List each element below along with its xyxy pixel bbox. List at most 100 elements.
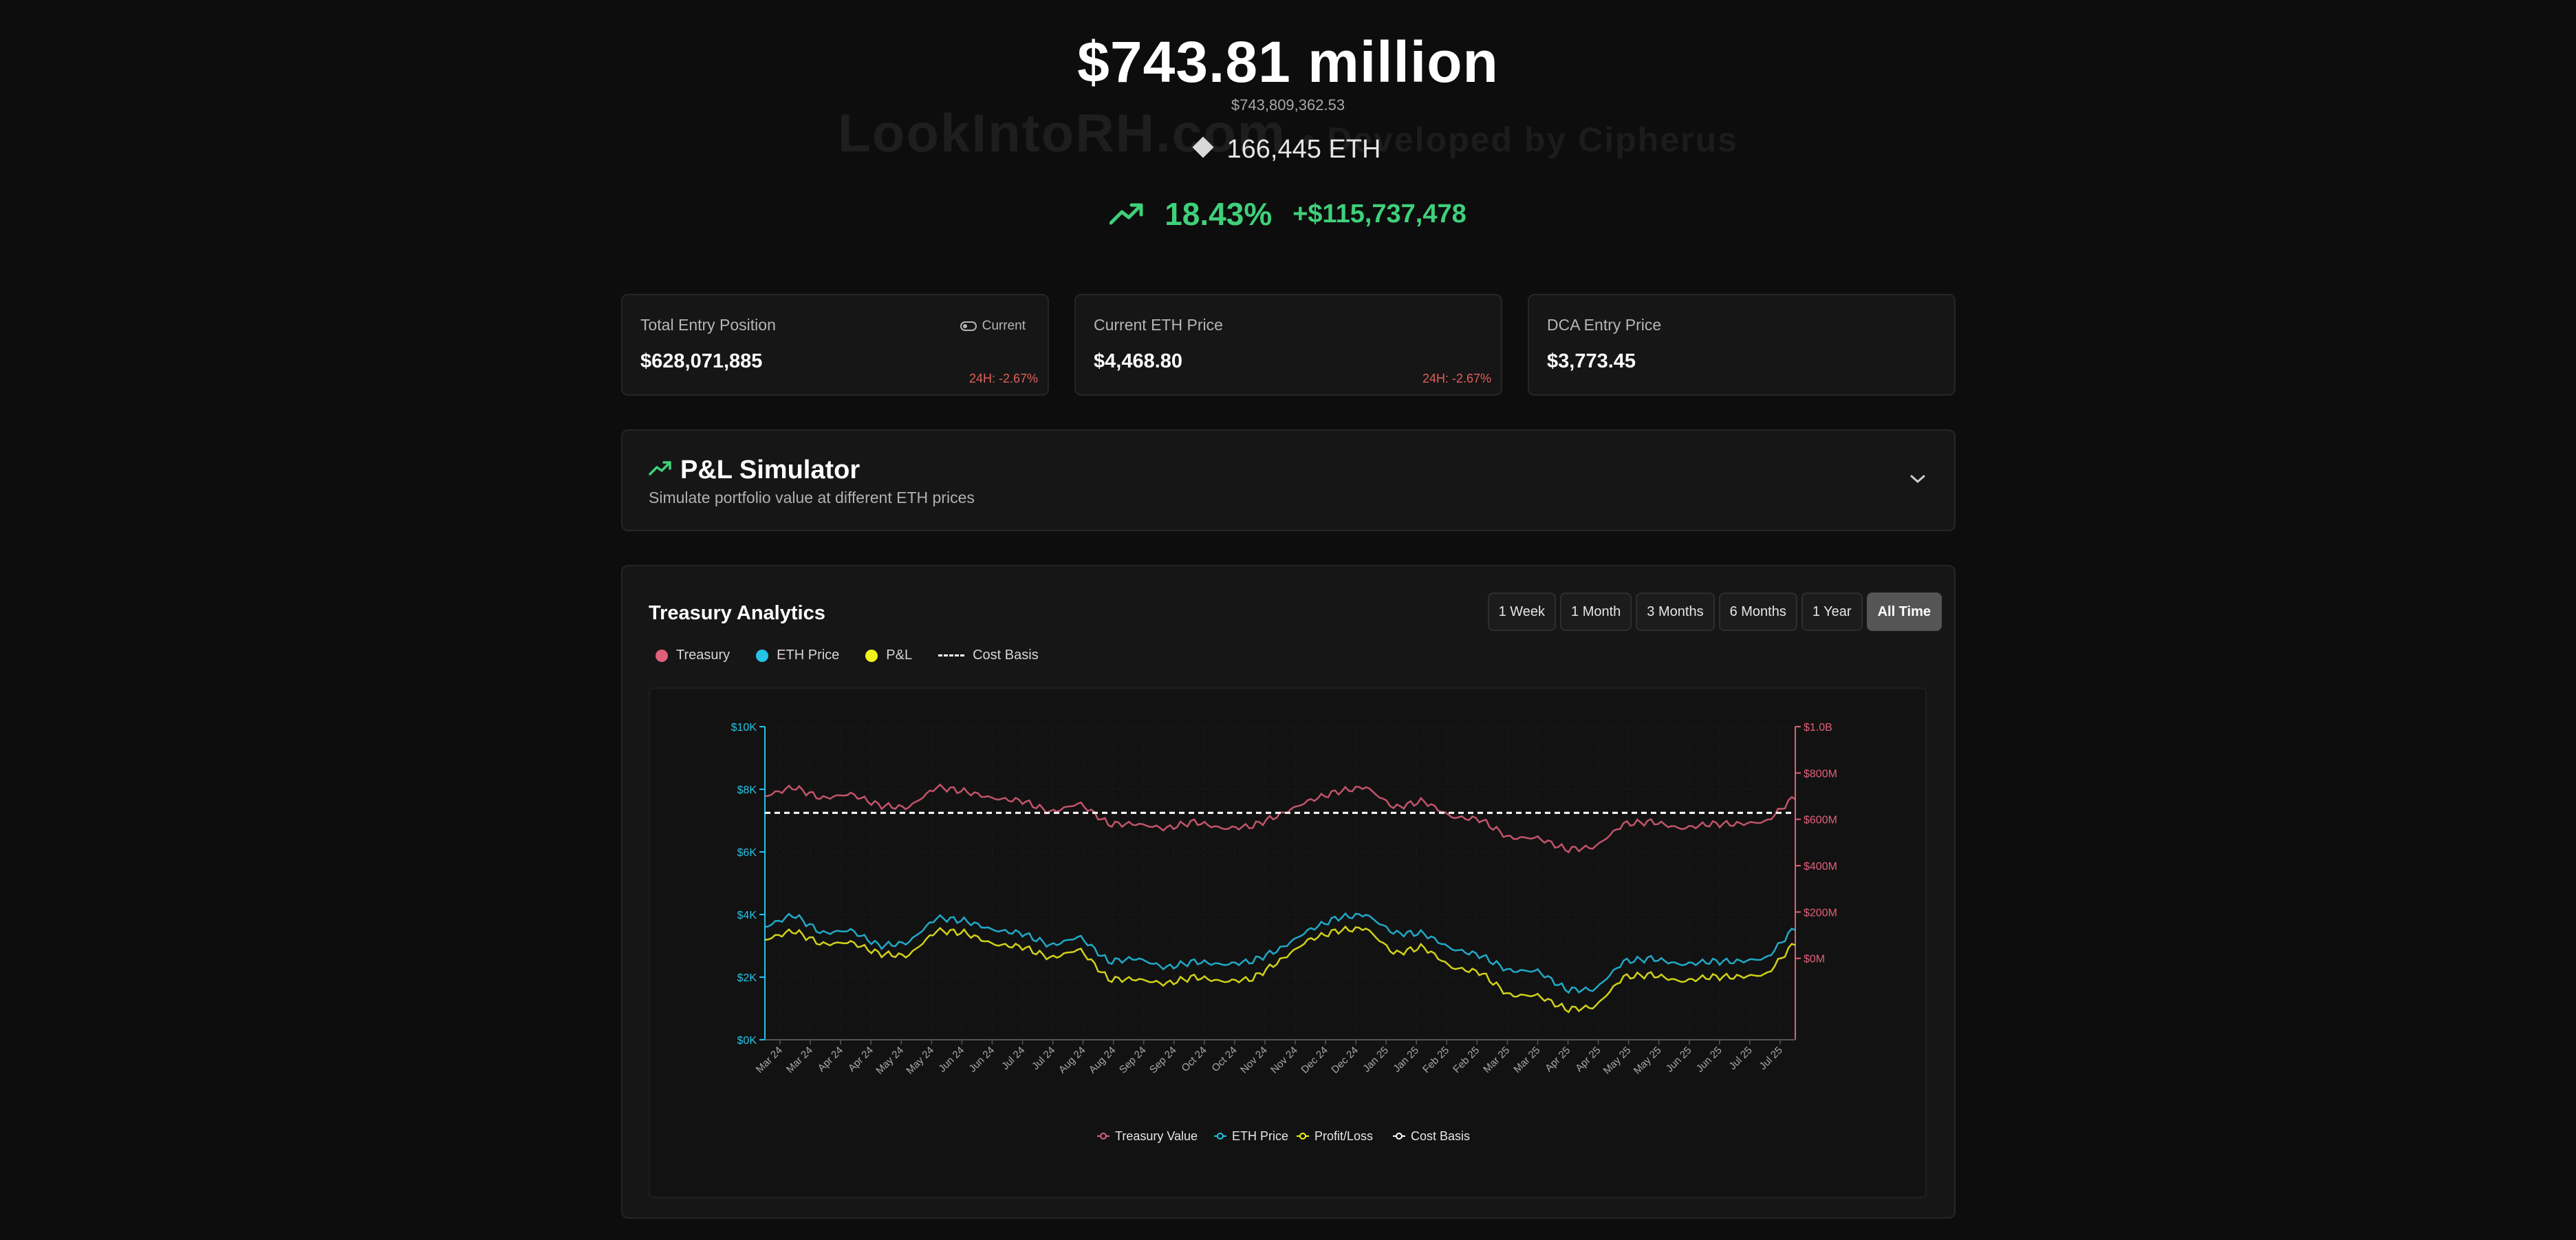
stat-value: $4,468.80 xyxy=(1094,350,1183,372)
chart-series xyxy=(764,783,1796,1014)
total-value: $743.81 million xyxy=(1077,30,1499,94)
right-tick-label: $200M xyxy=(1804,907,1837,919)
x-tick-label: Aug 24 xyxy=(1057,1045,1088,1076)
x-tick-label: Jul 24 xyxy=(999,1045,1027,1072)
chevron-down-icon[interactable] xyxy=(1909,473,1927,484)
legend-cost-basis[interactable]: Cost Basis xyxy=(938,648,1039,663)
simulator-title: P&L Simulator xyxy=(680,456,861,484)
legend-bottom-marker xyxy=(1396,1133,1403,1140)
x-tick-label: Jul 25 xyxy=(1757,1045,1784,1072)
range-3-months[interactable]: 3 Months xyxy=(1636,592,1715,631)
x-tick-label: Apr 24 xyxy=(816,1045,845,1074)
current-toggle[interactable]: Current xyxy=(960,319,1026,334)
left-tick-label: $10K xyxy=(731,722,757,734)
legend-bottom-marker xyxy=(1299,1133,1306,1140)
range-1-week[interactable]: 1 Week xyxy=(1487,592,1557,631)
eth-diamond-icon xyxy=(1191,136,1214,158)
left-tick-label: $6K xyxy=(737,847,757,859)
x-tick-label: Nov 24 xyxy=(1268,1045,1300,1076)
x-tick-label: Sep 24 xyxy=(1117,1045,1149,1076)
chart-grid xyxy=(765,726,1795,1040)
legend-bottom-label: ETH Price xyxy=(1232,1129,1288,1143)
stat-title: Total Entry Position xyxy=(640,316,776,334)
treasury-line xyxy=(764,783,1796,854)
stat-change: 24H: -2.67% xyxy=(1422,372,1491,385)
x-tick-label: Jan 25 xyxy=(1391,1045,1421,1075)
stat-value: $3,773.45 xyxy=(1547,350,1636,372)
pnl-simulator-panel[interactable]: P&L Simulator Simulate portfolio value a… xyxy=(621,429,1956,531)
chart-legend-bottom: Treasury Value ETH Price Profit/Loss Cost B… xyxy=(1097,1129,1470,1143)
simulator-subtitle: Simulate portfolio value at different ET… xyxy=(649,489,975,506)
x-tick-label: Mar 25 xyxy=(1511,1045,1542,1076)
legend-bottom-label: Profit/Loss xyxy=(1314,1129,1373,1143)
trending-up-icon xyxy=(1110,203,1143,225)
x-tick-label: Jun 24 xyxy=(936,1045,966,1075)
x-tick-label: Jun 25 xyxy=(1664,1045,1694,1075)
x-tick-label: Aug 24 xyxy=(1087,1045,1118,1076)
stat-card-dca-entry: DCA Entry Price $3,773.45 xyxy=(1528,294,1956,396)
legend-bottom-label: Cost Basis xyxy=(1411,1129,1470,1143)
x-tick-label: Apr 25 xyxy=(1573,1045,1603,1074)
x-tick-label: Nov 24 xyxy=(1238,1045,1270,1076)
right-tick-label: $0M xyxy=(1804,954,1825,965)
toggle-icon xyxy=(960,321,977,331)
stat-value: $628,071,885 xyxy=(640,350,763,372)
x-tick-label: Apr 25 xyxy=(1543,1045,1572,1074)
eth-holdings: 166,445 ETH xyxy=(0,135,2576,164)
treasury-chart: $0K $2K $4K $6K $8K $10K $0M $200M $400M $600M $80… xyxy=(731,722,1837,1143)
legend-pnl[interactable]: P&L xyxy=(865,648,912,663)
pnl-usd: +$115,737,478 xyxy=(1292,199,1466,228)
stat-change: 24H: -2.67% xyxy=(968,372,1038,385)
x-tick-label: Dec 24 xyxy=(1329,1045,1361,1076)
range-1-year[interactable]: 1 Year xyxy=(1801,592,1863,631)
x-tick-label: Mar 24 xyxy=(784,1045,815,1076)
right-tick-label: $800M xyxy=(1804,768,1837,780)
x-tick-label: Apr 24 xyxy=(846,1045,876,1074)
x-tick-label: Jul 24 xyxy=(1030,1045,1057,1072)
time-range-selector: 1 Week 1 Month 3 Months 6 Months 1 Year … xyxy=(1487,592,1942,631)
x-tick-label: May 24 xyxy=(904,1045,936,1077)
stat-title: DCA Entry Price xyxy=(1547,316,1662,334)
x-tick-label: Mar 24 xyxy=(754,1045,785,1076)
legend-eth-price[interactable]: ETH Price xyxy=(756,648,839,663)
x-tick-label: Oct 24 xyxy=(1179,1045,1209,1074)
legend-bottom-marker xyxy=(1217,1133,1224,1140)
x-tick-label: Dec 24 xyxy=(1299,1045,1330,1076)
analytics-title: Treasury Analytics xyxy=(649,602,825,624)
range-all-time[interactable]: All Time xyxy=(1866,592,1942,631)
treasury-analytics-panel: Treasury Analytics 1 Week 1 Month 3 Mont… xyxy=(621,565,1956,1219)
x-tick-label: Oct 24 xyxy=(1209,1045,1239,1074)
left-tick-label: $2K xyxy=(737,972,757,984)
performance-row: 18.43% +$115,737,478 xyxy=(0,195,2576,233)
legend-treasury[interactable]: Treasury xyxy=(656,648,730,663)
legend-bottom-label: Treasury Value xyxy=(1115,1129,1198,1143)
x-tick-label: Sep 24 xyxy=(1147,1045,1179,1076)
x-tick-label: Feb 25 xyxy=(1420,1045,1451,1076)
chart-legend-top: Treasury ETH Price P&L Cost Basis xyxy=(656,648,1039,663)
x-tick-label: May 24 xyxy=(874,1045,906,1077)
right-tick-label: $600M xyxy=(1804,815,1837,826)
watermark: LookIntoRH.com • Developed by Cipherus xyxy=(838,103,1738,163)
eth-price-line xyxy=(764,912,1796,994)
stat-card-eth-price: Current ETH Price $4,468.80 24H: -2.67% xyxy=(1074,294,1502,396)
x-tick-label: Feb 25 xyxy=(1451,1045,1482,1076)
trending-up-icon xyxy=(649,461,671,475)
x-tick-label: May 25 xyxy=(1601,1045,1634,1077)
right-tick-label: $1.0B xyxy=(1804,722,1832,734)
range-6-months[interactable]: 6 Months xyxy=(1718,592,1797,631)
legend-bottom-marker xyxy=(1100,1133,1107,1140)
chart-axes: $0K $2K $4K $6K $8K $10K $0M $200M $400M $600M $80… xyxy=(731,722,1837,1077)
stat-title: Current ETH Price xyxy=(1094,316,1223,334)
range-1-month[interactable]: 1 Month xyxy=(1560,592,1632,631)
chart-container: $0K $2K $4K $6K $8K $10K $0M $200M $400M $600M $80… xyxy=(649,687,1927,1198)
x-tick-label: Mar 25 xyxy=(1481,1045,1512,1076)
x-tick-label: Jun 25 xyxy=(1694,1045,1724,1075)
left-tick-label: $8K xyxy=(737,784,757,796)
pnl-line xyxy=(764,925,1796,1014)
x-tick-label: Jul 25 xyxy=(1727,1045,1754,1072)
x-tick-label: May 25 xyxy=(1632,1045,1664,1077)
stat-card-total-entry: Total Entry Position Current $628,071,88… xyxy=(621,294,1049,396)
exact-value: $743,809,362.53 xyxy=(1231,96,1345,114)
x-tick-label: Jan 25 xyxy=(1361,1045,1391,1075)
left-tick-label: $0K xyxy=(737,1035,757,1047)
